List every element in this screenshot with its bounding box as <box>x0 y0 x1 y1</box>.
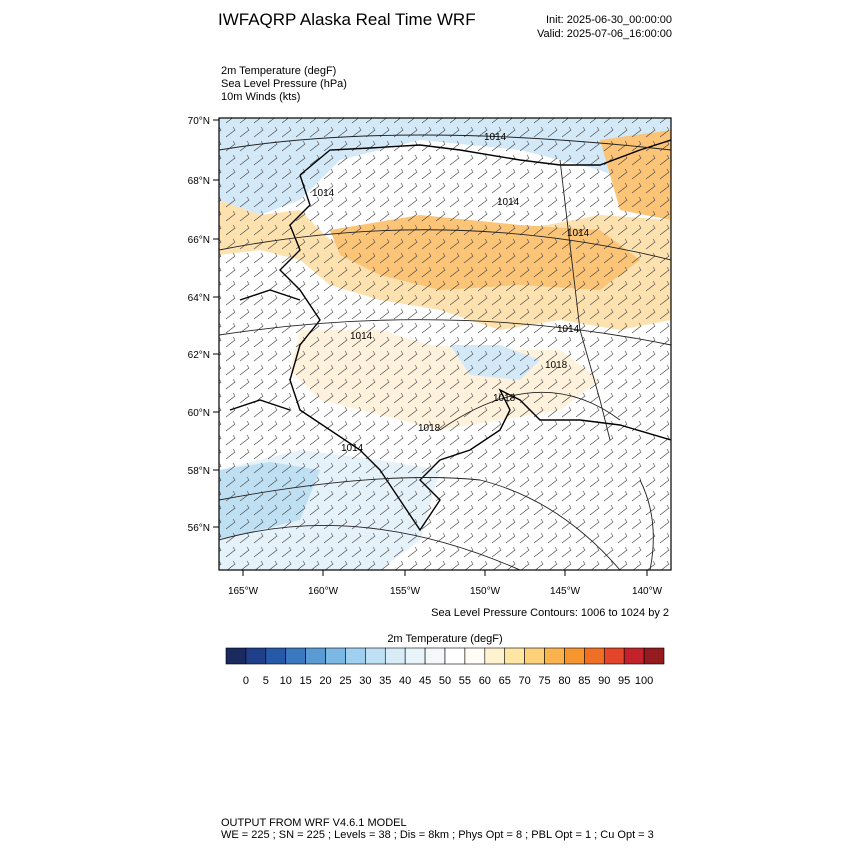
contour-label: 1014 <box>312 188 335 199</box>
lat-label: 56°N <box>188 523 210 534</box>
contour-label: 1014 <box>497 197 520 208</box>
colorbar-swatch <box>484 647 506 665</box>
colorbar-label: 20 <box>319 675 331 687</box>
colorbar-swatch <box>345 647 366 665</box>
contour-label: 1014 <box>484 132 507 143</box>
contour-note: Sea Level Pressure Contours: 1006 to 102… <box>431 607 669 619</box>
colorbar-label: 15 <box>300 675 312 687</box>
contour-labels: 1014 1014 1014 1014 1014 1014 1014 1018 … <box>312 132 590 454</box>
colorbar-label: 25 <box>339 675 351 687</box>
title: IWFAQRP Alaska Real Time WRF <box>218 10 476 29</box>
colorbar-label: 10 <box>280 675 292 687</box>
colorbar-label: 0 <box>243 675 249 687</box>
lon-label: 150°W <box>470 586 501 597</box>
colorbar-swatch <box>265 647 287 665</box>
field-label: 2m Temperature (degF) <box>221 65 336 77</box>
colorbar-label: 35 <box>379 675 391 687</box>
lat-label: 66°N <box>188 235 210 246</box>
colorbar-swatch <box>325 647 346 665</box>
colorbar-label: 55 <box>459 675 471 687</box>
colorbar-swatch <box>584 647 605 665</box>
colorbar-label: 80 <box>558 675 570 687</box>
lon-label: 155°W <box>390 586 421 597</box>
contour-label: 1018 <box>493 393 516 404</box>
lon-label: 140°W <box>632 586 663 597</box>
colorbar-swatch <box>225 647 247 665</box>
footer-line: OUTPUT FROM WRF V4.6.1 MODEL <box>221 817 407 829</box>
contour-label: 1018 <box>545 360 568 371</box>
lat-label: 62°N <box>188 350 210 361</box>
colorbar-label: 85 <box>578 675 590 687</box>
colorbar-swatch <box>365 647 386 665</box>
colorbar-swatch <box>603 647 625 665</box>
field-label: Sea Level Pressure (hPa) <box>221 78 347 90</box>
colorbar-swatch <box>564 647 585 665</box>
map-frame <box>218 117 672 571</box>
colorbar-label: 70 <box>519 675 531 687</box>
colorbar-swatch <box>305 647 326 665</box>
valid-time: Valid: 2025-07-06_16:00:00 <box>537 28 672 40</box>
colorbar-label: 95 <box>618 675 630 687</box>
footer-line: WE = 225 ; SN = 225 ; Levels = 38 ; Dis … <box>221 829 654 841</box>
contour-label: 1018 <box>418 423 441 434</box>
lat-label: 68°N <box>188 176 210 187</box>
colorbar-label: 100 <box>635 675 653 687</box>
colorbar-swatch <box>524 647 545 665</box>
colorbar-swatch <box>384 647 406 665</box>
colorbar-swatch <box>504 647 525 665</box>
colorbar-swatch <box>544 647 565 665</box>
init-time: Init: 2025-06-30_00:00:00 <box>546 14 672 26</box>
lat-label: 64°N <box>188 293 210 304</box>
colorbar-label: 40 <box>399 675 411 687</box>
colorbar-swatch <box>245 647 267 665</box>
colorbar-swatch <box>424 647 446 665</box>
map <box>219 118 671 570</box>
colorbar-label: 45 <box>419 675 431 687</box>
colorbar-label: 65 <box>499 675 511 687</box>
lon-label: 160°W <box>308 586 339 597</box>
colorbar-swatch <box>444 647 466 665</box>
lon-label: 145°W <box>550 586 581 597</box>
colorbar-swatch <box>464 647 486 665</box>
colorbar-label: 90 <box>598 675 610 687</box>
colorbar-title: 2m Temperature (degF) <box>387 633 502 645</box>
colorbar-label: 60 <box>479 675 491 687</box>
field-label: 10m Winds (kts) <box>221 91 300 103</box>
lat-label: 70°N <box>188 116 210 127</box>
colorbar-label: 75 <box>538 675 550 687</box>
lat-label: 58°N <box>188 466 210 477</box>
lat-label: 60°N <box>188 408 210 419</box>
lon-label: 165°W <box>228 586 259 597</box>
contour-label: 1014 <box>567 228 590 239</box>
colorbar-label: 50 <box>439 675 451 687</box>
contour-label: 1014 <box>350 331 373 342</box>
contour-label: 1014 <box>341 443 364 454</box>
colorbar-swatch <box>285 647 306 665</box>
colorbar-swatch <box>404 647 426 665</box>
contour-label: 1014 <box>557 324 580 335</box>
colorbar-label: 30 <box>359 675 371 687</box>
colorbar-label: 5 <box>263 675 269 687</box>
colorbar-swatch <box>643 647 665 665</box>
colorbar-swatch <box>623 647 645 665</box>
